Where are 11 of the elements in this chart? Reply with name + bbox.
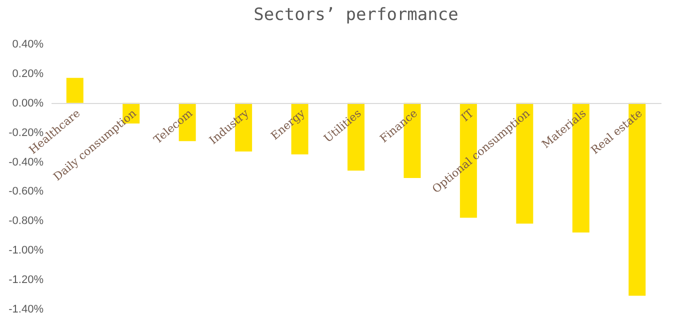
y-tick-label: -1.00%: [8, 244, 44, 257]
y-tick-label: -0.60%: [8, 186, 44, 198]
y-tick-label: -0.40%: [8, 156, 44, 168]
y-tick-label: -0.80%: [8, 215, 44, 228]
y-tick-label: -1.20%: [8, 274, 44, 286]
y-tick-label: 0.00%: [12, 97, 44, 110]
y-tick-label: -1.40%: [8, 304, 44, 316]
chart-title: Sectors’ performance: [254, 5, 458, 25]
y-tick-label: 0.40%: [12, 38, 44, 50]
x-tick-label: IT: [458, 106, 477, 124]
y-tick-label: 0.20%: [12, 68, 44, 80]
